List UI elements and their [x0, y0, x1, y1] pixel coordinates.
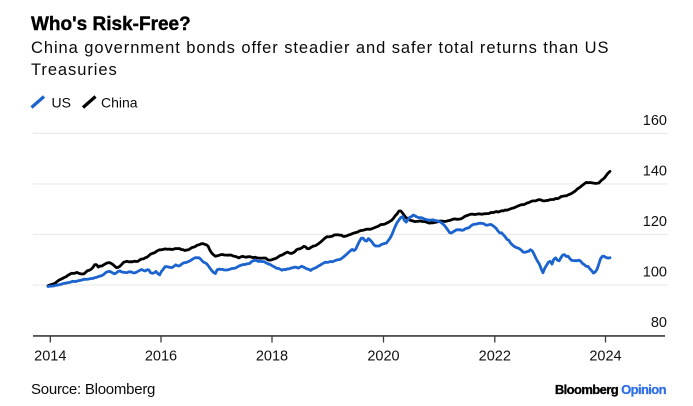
svg-text:2014: 2014	[34, 349, 66, 365]
svg-text:China: China	[101, 95, 138, 111]
svg-text:80: 80	[651, 315, 667, 331]
svg-text:2018: 2018	[256, 349, 288, 365]
svg-text:2016: 2016	[145, 349, 177, 365]
svg-text:140: 140	[643, 163, 667, 179]
svg-text:2022: 2022	[479, 349, 511, 365]
svg-text:2020: 2020	[367, 349, 399, 365]
svg-text:US: US	[52, 95, 71, 111]
svg-text:160: 160	[643, 113, 667, 129]
svg-text:100: 100	[643, 264, 667, 280]
svg-text:2024: 2024	[589, 349, 621, 365]
svg-text:120: 120	[643, 214, 667, 230]
